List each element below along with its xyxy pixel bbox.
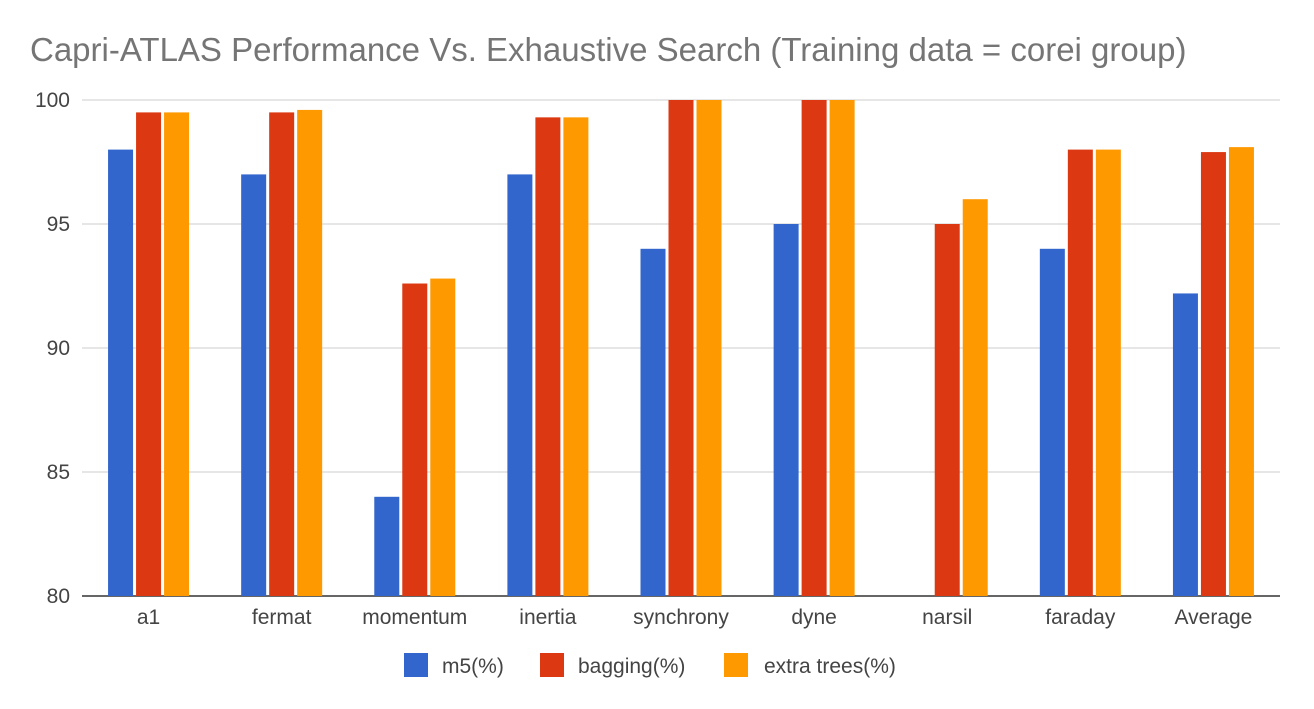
bar (402, 283, 428, 596)
legend-item: extra trees(%) (724, 653, 896, 678)
bar (269, 112, 295, 597)
bar (241, 174, 267, 596)
bar (164, 112, 190, 597)
y-tick-label: 80 (47, 585, 70, 608)
y-tick-label: 90 (47, 337, 70, 360)
bar (297, 109, 323, 597)
bar (696, 100, 722, 596)
x-tick-label: a1 (137, 606, 160, 629)
bar (374, 496, 400, 596)
legend-label: extra trees(%) (764, 655, 896, 678)
bar (934, 224, 960, 596)
legend: m5(%) bagging(%) extra trees(%) (404, 653, 896, 678)
y-tick-label: 100 (35, 89, 70, 112)
bar (1067, 149, 1093, 596)
y-tick-label: 85 (47, 461, 70, 484)
chart-title: Capri-ATLAS Performance Vs. Exhaustive S… (30, 31, 1186, 68)
bar (640, 248, 666, 597)
x-tick-label: faraday (1045, 606, 1116, 629)
bars (108, 100, 1254, 597)
legend-swatch (540, 653, 564, 677)
bar (773, 224, 799, 596)
x-tick-label: inertia (519, 606, 577, 629)
y-tick-label: 95 (47, 213, 70, 236)
x-tick-label: momentum (362, 606, 467, 629)
bar (801, 100, 827, 596)
bar (136, 112, 162, 597)
legend-swatch (724, 653, 748, 677)
legend-swatch (404, 653, 428, 677)
bar (1039, 248, 1065, 597)
bar (507, 174, 533, 596)
bar (1172, 293, 1198, 596)
bar (563, 117, 589, 597)
x-tick-label: narsil (922, 606, 972, 629)
bar (1228, 147, 1254, 596)
bar (1095, 149, 1121, 596)
bar (668, 100, 694, 596)
x-tick-label: synchrony (633, 606, 729, 629)
legend-label: bagging(%) (578, 655, 685, 678)
x-tick-label: dyne (791, 606, 837, 629)
bar (535, 117, 561, 597)
bar (962, 199, 988, 596)
axis-labels: 80 85 90 95 100 a1 fermat momentum inertia synchr… (35, 89, 1252, 629)
x-tick-label: fermat (252, 606, 312, 629)
x-tick-label: Average (1175, 606, 1253, 629)
bar (108, 149, 134, 596)
legend-item: bagging(%) (540, 653, 685, 678)
bar (1200, 152, 1226, 596)
bar (829, 100, 855, 596)
bar (430, 278, 456, 596)
legend-label: m5(%) (442, 655, 504, 678)
legend-item: m5(%) (404, 653, 504, 678)
